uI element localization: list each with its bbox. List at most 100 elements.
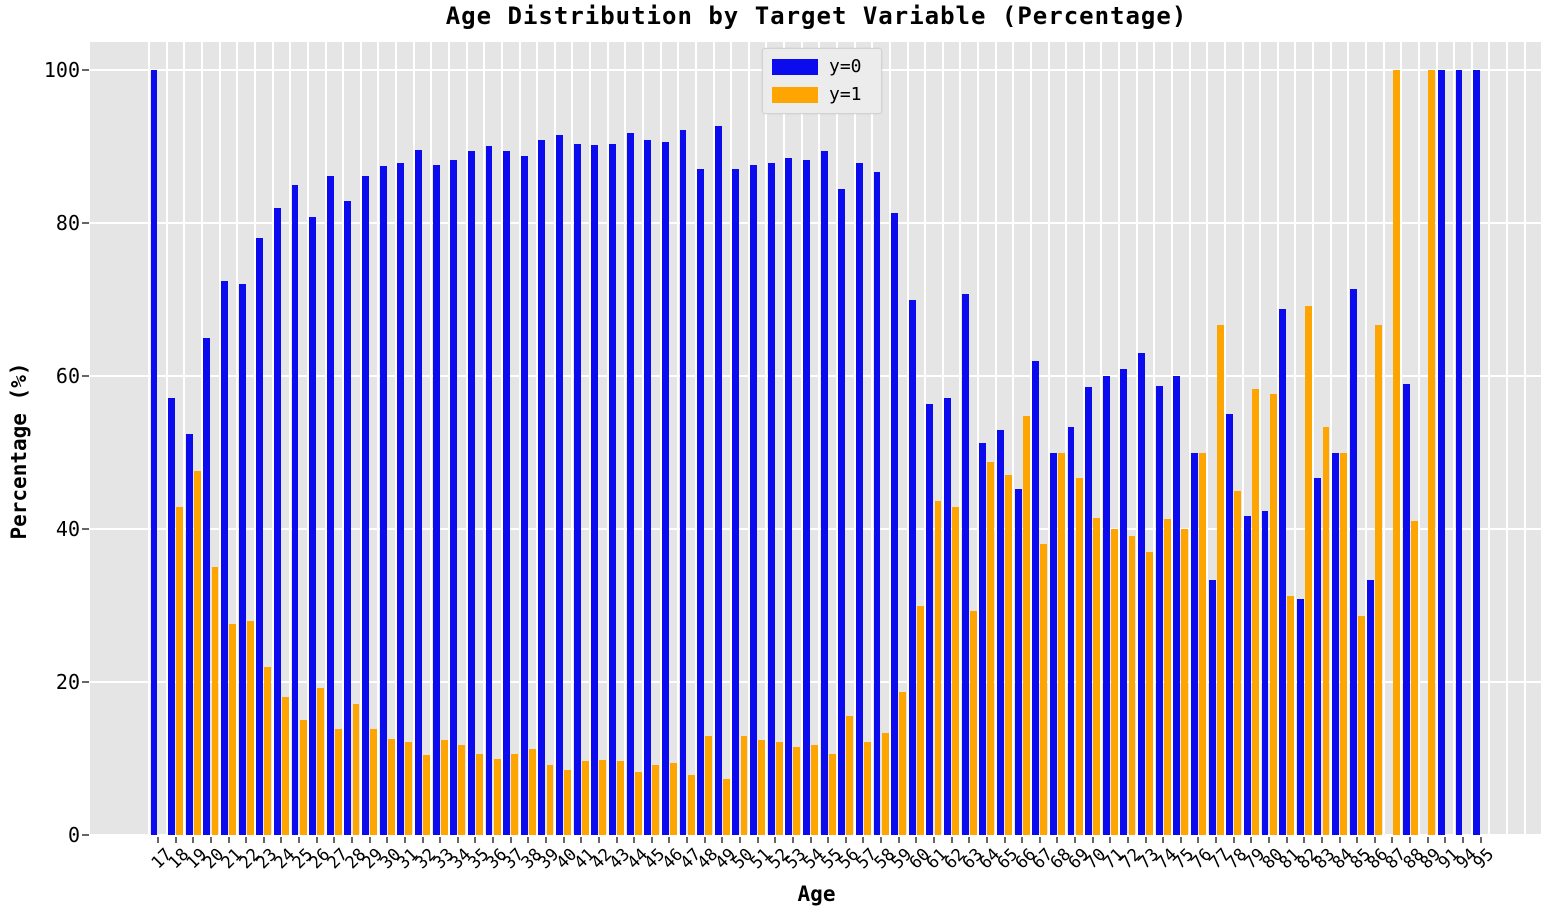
gridline-x-3 [201,42,204,835]
bar-y=1-age-37 [511,753,519,835]
gridline-x-50 [1029,42,1032,835]
bar-y=1-age-88 [1410,521,1418,835]
bar-y=0-age-80 [1261,511,1269,835]
bar-y=0-age-32 [415,150,422,835]
xtick-mark-68 [1056,837,1059,843]
gridline-x-35 [765,42,768,835]
xtick-mark-61 [932,837,935,843]
xtick-mark-52 [774,837,777,843]
bar-y=0-age-50 [732,169,740,835]
bar-y=1-age-69 [1075,477,1083,835]
ytick-mark-80 [82,222,89,224]
bar-y=0-age-49 [714,125,722,835]
bar-y=1-age-49 [722,779,730,835]
bar-y=0-age-83 [1314,477,1322,835]
gridline-x-61 [1223,42,1226,835]
gridline-x-56 [1135,42,1138,835]
bar-y=1-age-72 [1128,535,1136,835]
bar-y=0-age-30 [379,166,387,835]
bar-y=0-age-91 [1437,70,1445,835]
xtick-mark-59 [897,837,900,843]
bar-y=0-age-56 [838,188,846,835]
gridline-x-38 [818,42,821,835]
bar-y=1-age-80 [1269,393,1277,835]
gridline-x-68 [1347,42,1350,835]
bar-y=1-age-86 [1375,324,1383,835]
gridline-x-45 [941,42,944,835]
xtick-mark-60 [915,837,918,843]
gridline-x-25 [589,42,592,835]
gridline-x-31 [694,42,697,835]
gridline-x-42 [888,42,891,835]
xtick-mark-49 [721,837,724,843]
bar-y=1-age-27 [334,728,342,835]
gridline-x-21 [518,42,521,835]
xtick-mark-55 [827,837,830,843]
ytick-label-100: 100 [43,58,80,82]
ytick-mark-0 [82,834,89,836]
gridline-x-7 [271,42,274,835]
gridline-x-5 [236,42,239,835]
xtick-mark-57 [862,837,865,843]
gridline-x-67 [1329,42,1332,835]
xtick-mark-58 [880,837,883,843]
gridline-x-46 [959,42,962,835]
bar-y=0-age-69 [1067,427,1075,835]
bar-y=0-age-86 [1367,580,1375,835]
xtick-mark-23 [262,837,265,843]
xtick-mark-40 [562,837,565,843]
xtick-mark-39 [544,837,547,843]
xtick-mark-28 [350,837,353,843]
xtick-mark-84 [1338,837,1341,843]
bar-y=0-age-58 [873,171,881,835]
bar-y=1-age-33 [440,740,448,835]
xtick-mark-88 [1409,837,1412,843]
xtick-mark-20 [209,837,212,843]
xtick-mark-73 [1144,837,1147,843]
xtick-mark-77 [1215,837,1218,843]
gridline-x-13 [377,42,380,835]
bar-y=1-age-52 [775,742,783,835]
bar-y=1-age-63 [969,610,977,835]
gridline-x-23 [553,42,556,835]
gridline-x-54 [1100,42,1103,835]
gridline-x-47 [977,42,980,835]
gridline-x-49 [1012,42,1015,835]
bar-y=1-age-66 [1022,415,1030,835]
gridline-x-51 [1047,42,1050,835]
bar-y=1-age-45 [652,765,660,835]
bar-y=0-age-63 [961,294,969,835]
chart-title: Age Distribution by Target Variable (Per… [445,2,1188,30]
bar-y=0-age-29 [362,175,370,835]
bar-y=0-age-59 [891,213,899,835]
xtick-mark-51 [756,837,759,843]
xtick-mark-70 [1091,837,1094,843]
xtick-mark-47 [686,837,689,843]
gridline-x-55 [1118,42,1121,835]
bar-y=0-age-44 [626,133,634,835]
bar-y=0-age-45 [644,139,652,835]
gridline-x-10 [324,42,327,835]
bar-y=0-age-71 [1102,376,1110,835]
xtick-mark-29 [368,837,371,843]
bar-y=0-age-36 [485,145,493,835]
legend-label-y0: y=0 [829,56,862,77]
legend-label-y1: y=1 [829,84,862,105]
gridline-x-40 [853,42,856,835]
xtick-mark-87 [1391,837,1394,843]
gridline-x-28 [641,42,644,835]
xtick-mark-30 [386,837,389,843]
bar-y=0-age-27 [326,176,334,835]
bar-y=1-age-74 [1163,519,1171,835]
xtick-mark-34 [456,837,459,843]
gridline-x-48 [994,42,997,835]
bar-y=0-age-20 [203,337,211,835]
bar-y=0-age-43 [609,144,616,835]
ytick-label-0: 0 [67,823,80,847]
xtick-mark-62 [950,837,953,843]
bar-y=0-age-75 [1173,376,1181,835]
bar-y=1-age-77 [1216,324,1224,835]
gridline-x-32 [712,42,715,835]
bar-y=1-age-42 [599,760,607,835]
bar-y=1-age-70 [1093,517,1101,835]
